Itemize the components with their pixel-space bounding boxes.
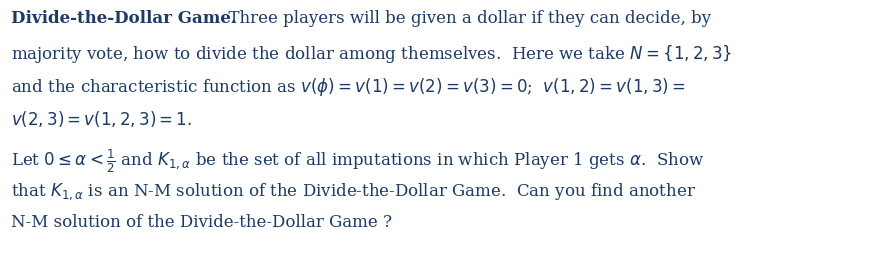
- Text: $v(2, 3) = v(1, 2, 3) = 1.$: $v(2, 3) = v(1, 2, 3) = 1.$: [11, 109, 191, 129]
- Text: Three players will be given a dollar if they can decide, by: Three players will be given a dollar if …: [218, 10, 712, 27]
- Text: Let $0 \leq \alpha < \frac{1}{2}$ and $K_{1,\alpha}$ be the set of all imputatio: Let $0 \leq \alpha < \frac{1}{2}$ and $K…: [11, 148, 704, 175]
- Text: majority vote, how to divide the dollar among themselves.  Here we take $N = \{1: majority vote, how to divide the dollar …: [11, 43, 732, 65]
- Text: N-M solution of the Divide-the-Dollar Game ?: N-M solution of the Divide-the-Dollar Ga…: [11, 214, 392, 231]
- Text: and the characteristic function as $v(\phi) = v(1) = v(2) = v(3) = 0$;  $v(1, 2): and the characteristic function as $v(\p…: [11, 76, 686, 98]
- Text: Divide-the-Dollar Game.: Divide-the-Dollar Game.: [11, 10, 237, 27]
- Text: that $K_{1,\alpha}$ is an N-M solution of the Divide-the-Dollar Game.  Can you f: that $K_{1,\alpha}$ is an N-M solution o…: [11, 181, 696, 202]
